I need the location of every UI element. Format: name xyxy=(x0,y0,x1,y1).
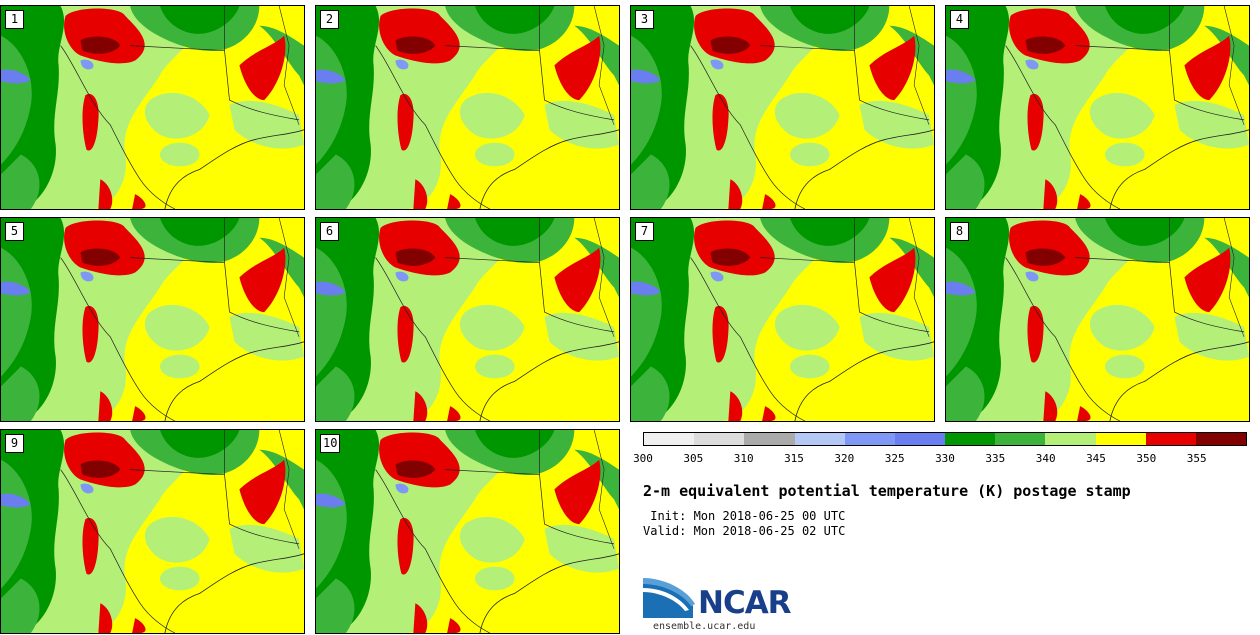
map-image xyxy=(631,218,934,421)
map-panel-9: 9 xyxy=(0,429,305,634)
map-image xyxy=(631,6,934,209)
colorbar-segment xyxy=(644,433,695,445)
panel-label: 5 xyxy=(5,222,24,241)
panel-label: 1 xyxy=(5,10,24,29)
colorbar-segment xyxy=(995,433,1046,445)
map-image xyxy=(946,6,1249,209)
panel-label: 2 xyxy=(320,10,339,29)
logo-url: ensemble.ucar.edu xyxy=(653,621,756,632)
panel-label: 6 xyxy=(320,222,339,241)
map-panel-10: 10 xyxy=(315,429,620,634)
map-panel-3: 3 xyxy=(630,5,935,210)
map-image xyxy=(316,218,619,421)
map-panel-6: 6 xyxy=(315,217,620,422)
ncar-logo-icon xyxy=(643,578,695,618)
valid-time: Valid: Mon 2018-06-25 02 UTC xyxy=(643,524,846,538)
init-time: Init: Mon 2018-06-25 00 UTC xyxy=(643,509,846,523)
colorbar-segment xyxy=(894,433,946,445)
colorbar-segment xyxy=(1195,433,1247,445)
colorbar-tick-label: 305 xyxy=(683,452,704,465)
colorbar-tick-label: 345 xyxy=(1086,452,1106,465)
panel-label: 8 xyxy=(950,222,969,241)
colorbar-segment xyxy=(694,433,745,445)
colorbar-segment xyxy=(1045,433,1096,445)
colorbar-tick-label: 355 xyxy=(1186,452,1207,465)
colorbar-tick-label: 340 xyxy=(1035,452,1056,465)
colorbar-tick-label: 335 xyxy=(985,452,1006,465)
colorbar-tick-label: 320 xyxy=(834,452,855,465)
panel-label: 4 xyxy=(950,10,969,29)
map-panel-1: 1 xyxy=(0,5,305,210)
map-panel-5: 5 xyxy=(0,217,305,422)
colorbar-tick-label: 310 xyxy=(733,452,754,465)
colorbar-segment xyxy=(1095,433,1146,445)
colorbar-segment xyxy=(844,433,895,445)
colorbar-segment xyxy=(744,433,795,445)
colorbar xyxy=(643,432,1247,446)
map-image xyxy=(1,430,304,633)
map-image xyxy=(1,6,304,209)
ncar-logo-text: NCAR xyxy=(698,585,792,621)
map-image xyxy=(316,430,619,633)
map-image xyxy=(1,218,304,421)
panel-label: 7 xyxy=(635,222,654,241)
map-panel-4: 4 xyxy=(945,5,1250,210)
colorbar-tick-label: 330 xyxy=(935,452,955,465)
colorbar-tick-label: 300 xyxy=(633,452,653,465)
colorbar-segment xyxy=(945,433,996,445)
colorbar-segment xyxy=(1145,433,1196,445)
map-panel-7: 7 xyxy=(630,217,935,422)
map-image xyxy=(316,6,619,209)
map-image xyxy=(946,218,1249,421)
panel-label: 10 xyxy=(320,434,341,453)
map-panel-8: 8 xyxy=(945,217,1250,422)
colorbar-tick-label: 325 xyxy=(884,452,905,465)
colorbar-segment xyxy=(794,433,845,445)
panel-label: 9 xyxy=(5,434,24,453)
plot-title: 2-m equivalent potential temperature (K)… xyxy=(643,482,1131,500)
panel-label: 3 xyxy=(635,10,654,29)
map-panel-2: 2 xyxy=(315,5,620,210)
colorbar-tick-label: 350 xyxy=(1136,452,1157,465)
colorbar-tick-label: 315 xyxy=(784,452,804,465)
